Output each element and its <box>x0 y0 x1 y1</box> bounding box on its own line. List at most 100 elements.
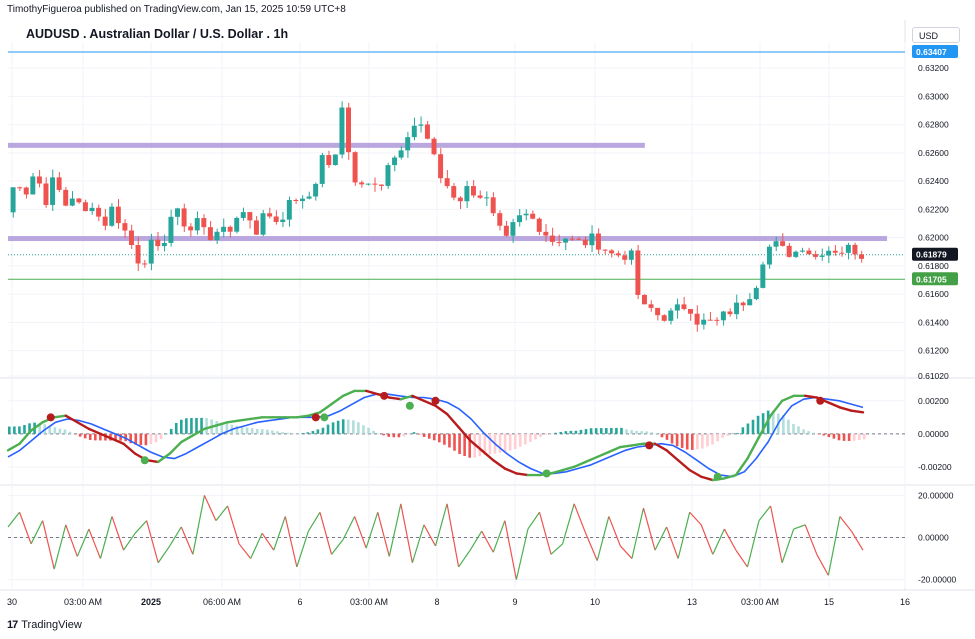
histogram-bar <box>195 417 198 434</box>
histogram-bar <box>579 429 583 434</box>
macd-line-segment <box>676 459 691 472</box>
histogram-bar <box>245 427 249 434</box>
histogram-bar <box>847 433 851 441</box>
candle <box>207 227 213 241</box>
oscillator-segment <box>700 524 714 555</box>
oscillator-segment <box>307 511 321 532</box>
candle <box>484 197 490 199</box>
histogram-bar <box>250 428 254 434</box>
candle <box>688 309 693 314</box>
cross-marker <box>542 469 551 478</box>
candle <box>799 250 805 252</box>
histogram-bar <box>412 432 416 434</box>
histogram-bar <box>154 433 158 443</box>
candle <box>56 177 62 190</box>
histogram-bar <box>569 430 573 434</box>
histogram-bar <box>493 433 497 454</box>
histogram-bar <box>761 413 765 434</box>
oscillator-segment <box>746 520 760 568</box>
macd-line-segment <box>780 394 795 403</box>
histogram-bar <box>230 424 234 434</box>
histogram-bar <box>443 433 446 445</box>
macd-line-segment <box>630 442 645 447</box>
oscillator-segment <box>562 503 575 544</box>
histogram-bar <box>8 426 11 434</box>
macd-line-segment <box>503 467 518 475</box>
macd-line-segment <box>492 459 507 470</box>
histogram-bar <box>68 431 72 434</box>
grid <box>0 20 975 591</box>
histogram-bar <box>721 433 724 438</box>
histogram-bar <box>164 433 168 435</box>
candle <box>760 264 766 288</box>
histogram-bar <box>422 433 426 437</box>
oscillator-segment <box>781 528 795 563</box>
candle <box>852 244 858 255</box>
candle <box>530 213 536 219</box>
candle <box>89 207 95 212</box>
macd-line-segment <box>769 399 784 417</box>
macd-line-segment <box>133 452 148 462</box>
histogram-bar <box>301 433 305 434</box>
histogram-bar <box>169 428 173 434</box>
oscillator-segment <box>284 516 298 568</box>
macd-line-segment <box>237 417 252 422</box>
candle <box>668 310 674 321</box>
macd-line-segment <box>815 396 830 404</box>
candle <box>372 183 378 185</box>
candle <box>50 177 56 205</box>
macd-line-segment <box>746 435 761 460</box>
time-tick-label: 10 <box>590 597 600 607</box>
candle <box>635 250 641 295</box>
candle <box>753 287 759 300</box>
histogram-bar <box>518 433 522 447</box>
macd-line-segment <box>41 416 56 424</box>
histogram-bar <box>746 423 750 434</box>
currency-selector[interactable]: USD <box>912 27 960 43</box>
oscillator-segment <box>319 512 333 555</box>
oscillator-segment <box>735 549 748 568</box>
price-panel <box>8 51 905 332</box>
histogram-bar <box>387 433 391 437</box>
macd-line-segment <box>399 394 414 401</box>
histogram-bar <box>650 432 654 434</box>
candle <box>766 246 772 265</box>
candle <box>365 183 371 185</box>
resistance-zone <box>8 142 645 148</box>
macd-line-segment <box>596 450 611 459</box>
candle <box>17 187 23 189</box>
histogram-bar <box>255 428 259 434</box>
candle <box>36 176 42 184</box>
histogram-bar <box>63 429 67 434</box>
histogram-bar <box>99 433 102 441</box>
oscillator-segment <box>434 503 448 547</box>
candle <box>306 196 312 199</box>
histogram-bar <box>33 422 36 434</box>
candle <box>641 294 647 305</box>
candle <box>812 254 818 257</box>
cross-marker <box>311 413 320 422</box>
histogram-bar <box>771 410 775 434</box>
macd-line-segment <box>145 459 160 464</box>
histogram-bar <box>544 433 547 435</box>
oscillator-segment <box>354 516 367 549</box>
macd-line-segment <box>157 452 171 464</box>
histogram-bar <box>377 433 380 435</box>
candle <box>135 245 141 264</box>
macd-line-segment <box>653 442 668 452</box>
candle <box>582 239 588 246</box>
candle <box>398 150 404 158</box>
histogram-bar <box>352 420 355 434</box>
histogram-bar <box>382 433 385 436</box>
histogram-bar <box>134 433 138 445</box>
histogram-bar <box>549 433 552 435</box>
axes: 0.63200 0.63000 0.62800 0.62600 0.62400 0.622… <box>7 45 958 607</box>
time-tick-label: 9 <box>512 597 517 607</box>
candle <box>280 219 286 222</box>
time-tick-label: 15 <box>824 597 834 607</box>
candle <box>267 213 273 217</box>
candle <box>43 183 49 205</box>
histogram-bar <box>316 429 320 434</box>
time-tick-label: 13 <box>687 597 697 607</box>
time-tick-label: 2025 <box>141 597 161 607</box>
